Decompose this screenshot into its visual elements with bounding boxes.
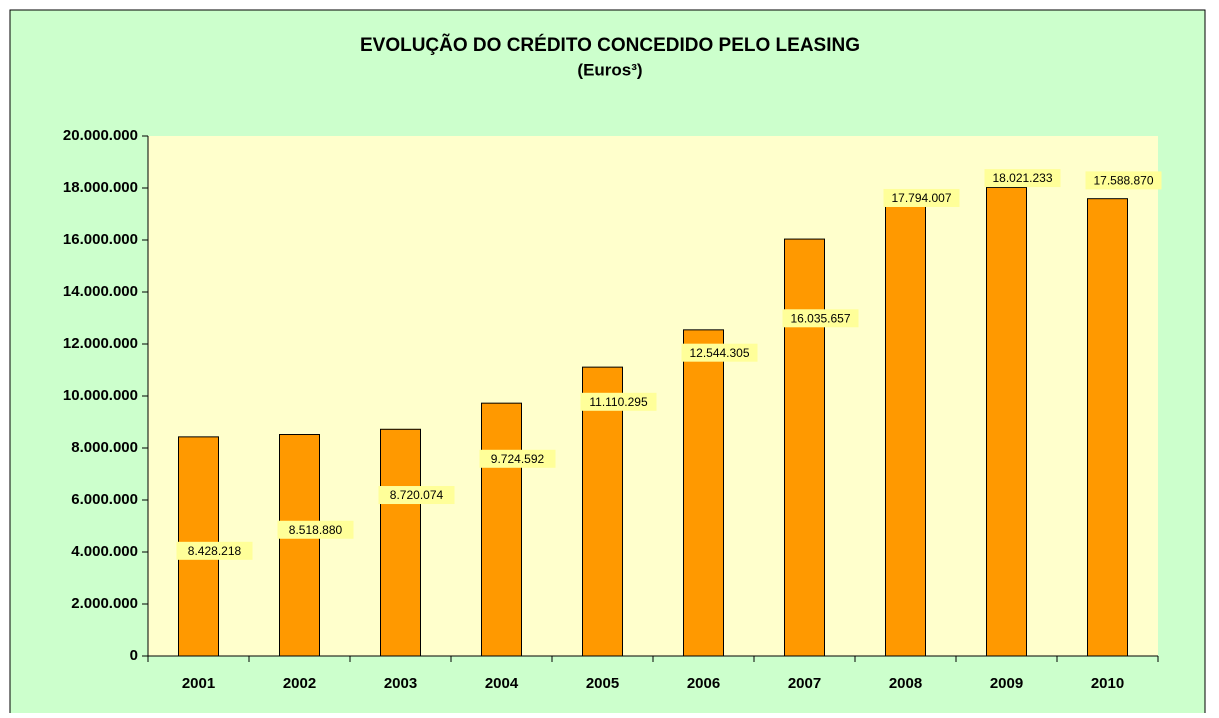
data-label-bg bbox=[984, 169, 1061, 188]
data-label: 12.544.305 bbox=[689, 346, 749, 360]
x-tick-label: 2004 bbox=[485, 675, 519, 692]
y-tick-label: 14.000.000 bbox=[63, 283, 138, 300]
x-tick-label: 2009 bbox=[990, 675, 1023, 692]
x-tick-label: 2003 bbox=[384, 675, 417, 692]
x-tick-label: 2006 bbox=[687, 675, 720, 692]
y-tick-label: 12.000.000 bbox=[63, 335, 138, 352]
bar bbox=[1087, 198, 1128, 657]
x-tick-label: 2008 bbox=[889, 675, 922, 692]
chart-title: EVOLUÇÃO DO CRÉDITO CONCEDIDO PELO LEASI… bbox=[360, 34, 860, 56]
x-tick-label: 2010 bbox=[1091, 675, 1124, 692]
data-label-bg bbox=[782, 309, 859, 328]
data-label-bg bbox=[176, 541, 253, 560]
data-label: 11.110.295 bbox=[589, 395, 648, 409]
y-tick-label: 4.000.000 bbox=[71, 543, 138, 560]
x-tick-label: 2007 bbox=[788, 675, 821, 692]
data-label-bg bbox=[479, 449, 556, 468]
data-label: 8.518.880 bbox=[289, 523, 343, 537]
data-label: 16.035.657 bbox=[790, 311, 850, 325]
bar bbox=[986, 186, 1027, 657]
bar bbox=[279, 434, 320, 657]
x-tick-label: 2005 bbox=[586, 675, 619, 692]
bar bbox=[380, 428, 421, 657]
data-label: 8.720.074 bbox=[390, 488, 444, 502]
y-tick-label: 0 bbox=[130, 647, 138, 664]
bar bbox=[885, 192, 926, 657]
data-label-bg bbox=[580, 392, 657, 411]
data-label-bg bbox=[681, 343, 758, 362]
y-tick-label: 20.000.000 bbox=[63, 127, 138, 144]
y-tick-label: 8.000.000 bbox=[71, 439, 138, 456]
y-tick-label: 6.000.000 bbox=[71, 491, 138, 508]
x-tick-label: 2001 bbox=[182, 675, 215, 692]
bar bbox=[582, 366, 623, 657]
y-tick-label: 10.000.000 bbox=[63, 387, 138, 404]
data-label-bg bbox=[883, 188, 960, 207]
data-label-bg bbox=[277, 520, 354, 539]
data-label: 9.724.592 bbox=[491, 452, 545, 466]
data-label: 18.021.233 bbox=[992, 171, 1052, 185]
data-label-bg bbox=[1085, 171, 1162, 190]
data-label: 17.588.870 bbox=[1093, 174, 1153, 188]
bar bbox=[481, 402, 522, 657]
y-tick-label: 18.000.000 bbox=[63, 179, 138, 196]
bar bbox=[683, 329, 724, 657]
data-label: 17.794.007 bbox=[891, 191, 951, 205]
x-tick-label: 2002 bbox=[283, 675, 316, 692]
data-label-bg bbox=[378, 486, 455, 505]
data-label: 8.428.218 bbox=[188, 544, 242, 558]
chart-subtitle: (Euros³) bbox=[577, 60, 642, 79]
bar bbox=[784, 238, 825, 657]
y-tick-label: 16.000.000 bbox=[63, 231, 138, 248]
y-tick-label: 2.000.000 bbox=[71, 595, 138, 612]
